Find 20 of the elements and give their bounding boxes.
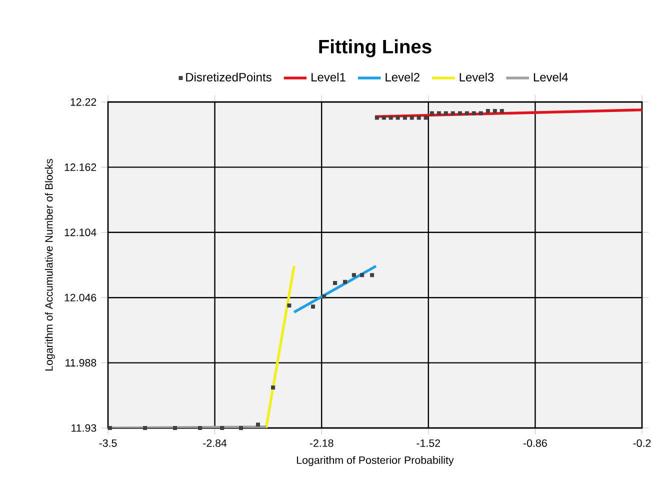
x-tick-label: -1.52 — [416, 439, 440, 447]
y-tick-label: 12.22 — [70, 98, 96, 106]
legend-label: Level1 — [312, 72, 346, 82]
legend-label: Level2 — [386, 72, 420, 82]
legend-label: DisretizedPoints — [186, 72, 272, 82]
x-tick-label: -2.18 — [310, 439, 334, 447]
y-tick-label: 12.046 — [64, 294, 96, 302]
y-axis-title: Logarithm of Accumulative Number of Blocks — [44, 158, 55, 371]
y-tick-label: 11.93 — [72, 424, 96, 432]
x-axis-title: Logarithm of Posterior Probability — [297, 456, 454, 466]
y-tick-label: 12.162 — [64, 163, 96, 171]
x-tick-label: -2.84 — [203, 439, 227, 447]
x-tick-label: -0.2 — [633, 439, 651, 447]
x-tick-label: -3.5 — [99, 439, 117, 447]
y-tick-label: 11.988 — [66, 359, 96, 367]
legend-label: Level4 — [534, 72, 568, 82]
x-tick-label: -0.86 — [524, 439, 547, 447]
chart-title: Fitting Lines — [319, 39, 432, 58]
legend-label: Level3 — [460, 72, 494, 82]
y-tick-label: 12.104 — [64, 228, 96, 236]
